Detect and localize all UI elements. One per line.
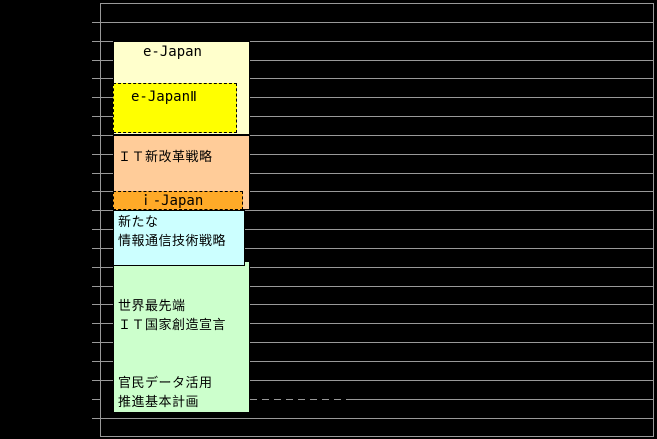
axis-tick xyxy=(92,22,100,23)
gridline xyxy=(101,210,654,211)
box-label-line: 新たな xyxy=(118,214,159,229)
box-label-line: 情報通信技術戦略 xyxy=(118,232,227,248)
strategy-box-i-japan: ｉ-Japan xyxy=(113,191,243,210)
gridline xyxy=(101,191,654,192)
gridline xyxy=(101,380,654,381)
axis-tick xyxy=(92,116,100,117)
axis-tick xyxy=(92,135,100,136)
strategy-box-aratana-joho-tsushin-gijutsu-senryaku: 新たな情報通信技術戦略 xyxy=(113,210,245,266)
box-label: ｉ-Japan xyxy=(107,193,235,209)
box-label: 世界最先端 ＩＴ国家創造宣言 xyxy=(118,297,226,334)
axis-tick xyxy=(92,380,100,381)
gridline xyxy=(101,361,654,362)
box-label: 新たな情報通信技術戦略 xyxy=(118,213,226,250)
gridline xyxy=(101,116,654,117)
gridline xyxy=(101,22,654,23)
gridline xyxy=(101,173,654,174)
box-label-line: ＩＴ新改革戦略 xyxy=(118,149,213,164)
gridline xyxy=(101,154,654,155)
axis-tick xyxy=(92,60,100,61)
axis-tick xyxy=(92,229,100,230)
gridline xyxy=(101,135,654,136)
gridline xyxy=(101,248,654,249)
box-label: ＩＴ新改革戦略 xyxy=(118,148,213,167)
box-label-line: 世界最先端 xyxy=(118,298,186,313)
box-label-line: 推進基本計画 xyxy=(118,393,200,409)
gridline xyxy=(101,304,654,305)
strategy-box-sekai-saisentan-it-kokka-souzou-sengen: 世界最先端 ＩＴ国家創造宣言 官民データ活用 推進基本計画 xyxy=(113,261,250,413)
box-label-line: 官民データ活用 xyxy=(118,375,213,390)
gridline xyxy=(101,229,654,230)
axis-tick xyxy=(92,173,100,174)
gridline xyxy=(101,342,654,343)
axis-tick xyxy=(92,304,100,305)
box-label-line: e-JapanⅡ xyxy=(131,89,197,105)
box-label-line: ｉ-Japan xyxy=(138,193,204,209)
axis-tick xyxy=(92,78,100,79)
axis-tick xyxy=(92,418,100,419)
box-label: e-Japan xyxy=(105,44,240,60)
gridline xyxy=(101,323,654,324)
axis-tick xyxy=(92,323,100,324)
axis-tick xyxy=(92,210,100,211)
box-label-line: e-Japan xyxy=(142,44,202,60)
strategy-box-e-japan-2: e-JapanⅡ xyxy=(113,83,237,133)
axis-tick xyxy=(92,41,100,42)
box-label: 官民データ活用 推進基本計画 xyxy=(118,374,213,411)
gridline xyxy=(101,41,654,42)
box-label-line: ＩＴ国家創造宣言 xyxy=(118,316,227,332)
axis-tick xyxy=(92,154,100,155)
gridline xyxy=(352,399,654,400)
axis-tick xyxy=(92,342,100,343)
axis-tick xyxy=(92,97,100,98)
axis-tick xyxy=(92,248,100,249)
axis-tick xyxy=(92,191,100,192)
axis-tick xyxy=(92,399,100,400)
gridline xyxy=(101,78,654,79)
gridline xyxy=(101,97,654,98)
gridline-dashed-segment xyxy=(250,399,352,400)
axis-tick xyxy=(92,286,100,287)
box-label: e-JapanⅡ xyxy=(131,89,197,105)
gridline xyxy=(101,60,654,61)
axis-tick xyxy=(92,267,100,268)
x-axis-line xyxy=(100,418,654,419)
gridline xyxy=(101,267,654,268)
axis-tick xyxy=(92,361,100,362)
gridline xyxy=(101,286,654,287)
